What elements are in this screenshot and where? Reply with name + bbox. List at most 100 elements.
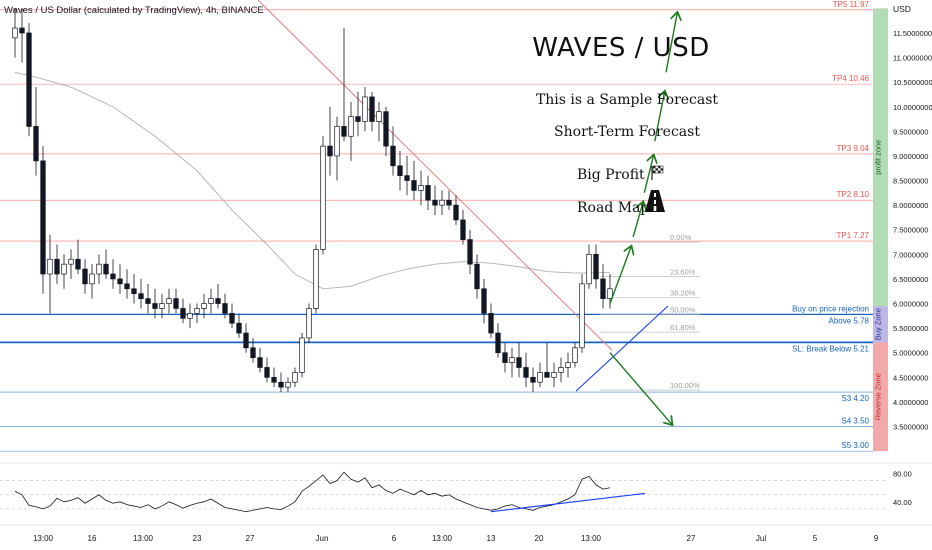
fib-label-3: 50.00% [670, 305, 696, 314]
candle-body-58 [418, 185, 424, 191]
level-lines: TP5 11.97 TP4 10.46 TP3 9.04 TP2 8.10 TP1 7.… [0, 0, 873, 452]
price-tick-10: 6.5000000 [893, 275, 928, 284]
candle-body-78 [558, 367, 564, 373]
candle-body-21 [159, 303, 165, 309]
zone-label-0: profit zone [874, 140, 883, 175]
candle-body-18 [138, 293, 144, 299]
candle-body-82 [586, 253, 592, 285]
candle-body-51 [369, 96, 375, 122]
checkered-flag-icon [651, 165, 664, 180]
candle-body-76 [544, 372, 550, 378]
candle-body-47 [341, 126, 347, 137]
forecast-arrow-0 [609, 247, 631, 304]
candles [12, 8, 613, 393]
price-tick-13: 5.0000000 [893, 349, 928, 358]
candle-body-56 [404, 175, 410, 181]
candle-body-42 [306, 308, 312, 339]
candle-body-59 [425, 185, 431, 201]
price-axis: 11.5000000 11.0000000 10.5000000 10.0000000… [893, 29, 932, 432]
candle-body-66 [474, 263, 480, 290]
rsi-tick-1: 40.00 [893, 498, 912, 507]
price-tick-3: 10.0000000 [893, 103, 932, 112]
candle-body-22 [166, 298, 172, 304]
level-label-0: TP5 11.97 [833, 0, 870, 9]
time-tick-10: 13:00 [581, 534, 602, 543]
zone-bands: profit zone Buy Zone Reverse Zone [873, 8, 888, 452]
price-tick-2: 10.5000000 [893, 78, 932, 87]
candle-body-20 [152, 303, 158, 309]
moving-average [14, 71, 611, 290]
time-tick-2: 13:00 [133, 534, 154, 543]
zone-2 [873, 342, 888, 452]
fib-label-0: 0.00% [670, 233, 692, 242]
forecast-arrow-4 [665, 13, 677, 73]
candle-body-81 [579, 283, 585, 349]
candle-body-77 [551, 372, 557, 378]
fib-label-1: 23.60% [670, 267, 696, 276]
candle-body-39 [285, 381, 291, 388]
candle-body-54 [390, 145, 396, 167]
candle-body-45 [327, 145, 333, 157]
symbol-header: Waves / US Dollar (calculated by Trading… [4, 5, 264, 16]
candle-body-29 [215, 298, 221, 304]
candle-body-11 [89, 273, 95, 285]
candle-body-23 [173, 298, 179, 309]
level-label-8: S3 4.20 [841, 394, 869, 403]
chart-subtitle: This is a Sample Forecast [536, 92, 718, 108]
candle-body-65 [467, 239, 473, 265]
candle-body-33 [243, 332, 249, 349]
candle-body-68 [488, 313, 494, 334]
forecast-arrow-5 [609, 352, 672, 424]
rsi-tick-0: 80.00 [893, 470, 912, 479]
candle-body-19 [145, 298, 151, 304]
candle-body-2 [26, 32, 32, 127]
time-tick-9: 20 [535, 534, 544, 543]
forecast-arrow-2 [643, 156, 653, 194]
price-axis-panel[interactable] [888, 0, 932, 550]
time-tick-0: 13:00 [33, 534, 54, 543]
candle-body-5 [47, 258, 53, 275]
candle-body-64 [460, 219, 466, 240]
zone-1 [873, 305, 888, 343]
zone-label-2: Reverse Zone [874, 373, 883, 420]
price-tick-5: 9.0000000 [893, 152, 928, 161]
road-map-label: Road Map [577, 200, 649, 216]
time-tick-8: 13 [487, 534, 496, 543]
candle-body-0 [12, 27, 18, 39]
candle-body-27 [201, 303, 207, 309]
road-icon [645, 190, 665, 212]
candle-body-41 [299, 337, 305, 373]
time-tick-13: 5 [813, 534, 818, 543]
candle-body-57 [411, 180, 417, 191]
level-label-4: TP1 7.27 [837, 231, 870, 240]
price-tick-0: 11.5000000 [893, 29, 932, 38]
level-label-6: Above 5.78 [829, 316, 870, 325]
price-tick-4: 9.5000000 [893, 127, 928, 136]
chart-subtitle-2: Short-Term Forecast [554, 124, 700, 140]
candle-body-6 [54, 258, 60, 275]
zone-0 [873, 8, 888, 306]
candle-body-69 [495, 332, 501, 354]
candle-body-34 [250, 347, 256, 358]
level-label-1: TP4 10.46 [832, 74, 869, 83]
price-tick-7: 8.0000000 [893, 201, 928, 210]
candle-body-13 [103, 263, 109, 275]
forecast-arrow-1 [632, 203, 643, 238]
candle-body-44 [320, 145, 326, 250]
candle-body-85 [607, 288, 613, 299]
candle-body-74 [530, 376, 536, 383]
candle-body-62 [446, 199, 452, 206]
candle-body-80 [572, 347, 578, 363]
candle-body-60 [432, 199, 438, 206]
candle-body-7 [61, 263, 67, 275]
candle-body-15 [117, 278, 123, 285]
price-tick-14: 4.5000000 [893, 373, 928, 382]
big-profit-label: Big Profit [577, 167, 645, 183]
fib-label-2: 38.20% [670, 289, 696, 298]
candle-body-84 [600, 278, 606, 299]
candle-body-43 [313, 249, 319, 309]
time-tick-4: 27 [246, 534, 255, 543]
rsi-pane: 80.00 40.00 [0, 462, 932, 526]
forecast-arrows [609, 13, 677, 424]
